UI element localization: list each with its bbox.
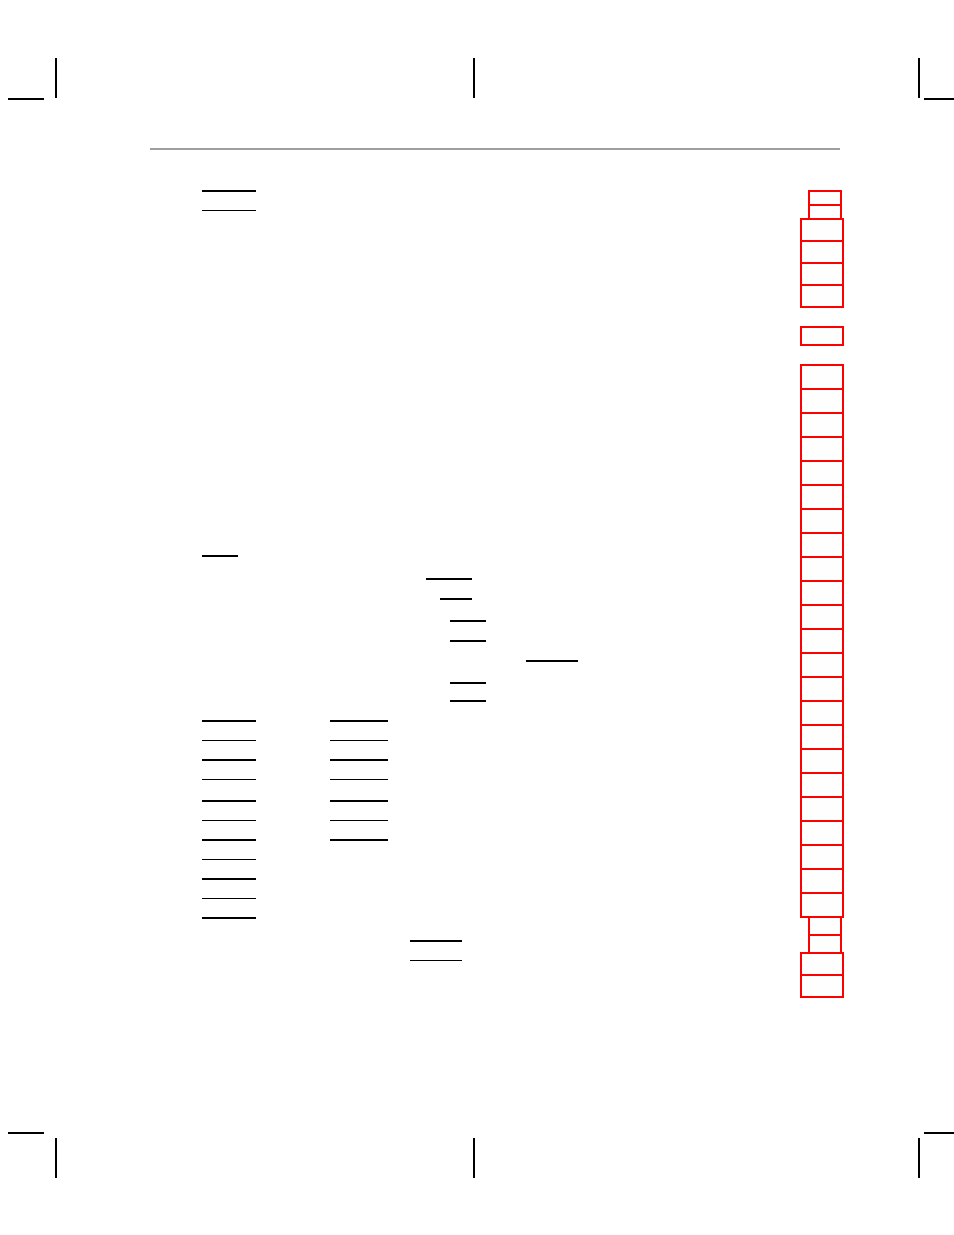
underline <box>202 917 256 919</box>
underline <box>450 682 486 684</box>
red-box <box>800 326 844 346</box>
red-box <box>800 412 844 438</box>
red-box <box>808 916 842 936</box>
underline <box>202 898 256 900</box>
underline <box>202 190 256 192</box>
underline <box>330 779 388 781</box>
underline-group <box>450 700 486 720</box>
header-rule <box>150 148 840 150</box>
crop-mark <box>918 1138 920 1178</box>
underline <box>330 820 388 822</box>
underline <box>202 759 256 761</box>
red-box <box>800 772 844 798</box>
crop-mark <box>55 58 57 98</box>
underline <box>202 859 256 861</box>
crop-mark <box>473 1138 475 1178</box>
red-box <box>808 934 842 954</box>
underline <box>202 210 256 212</box>
underline-group <box>450 640 486 660</box>
underline <box>330 720 388 722</box>
underline <box>526 660 578 662</box>
red-box <box>800 240 844 264</box>
underline <box>450 640 486 642</box>
red-box <box>800 892 844 918</box>
underline <box>202 720 256 722</box>
page-root <box>0 0 954 1235</box>
underline <box>330 839 388 841</box>
underline <box>330 740 388 742</box>
red-box <box>800 460 844 486</box>
underline <box>202 878 256 880</box>
underline <box>330 800 388 802</box>
underline <box>202 839 256 841</box>
underline <box>202 555 238 557</box>
red-box <box>800 388 844 414</box>
crop-mark <box>473 58 475 98</box>
red-box <box>800 436 844 462</box>
crop-mark <box>55 1138 57 1178</box>
underline <box>202 779 256 781</box>
underline <box>330 759 388 761</box>
red-box <box>800 748 844 774</box>
red-box <box>800 284 844 308</box>
underline-group <box>450 620 486 640</box>
red-box <box>800 628 844 654</box>
underline-group <box>330 800 388 859</box>
red-box <box>800 952 844 976</box>
crop-mark <box>924 1132 954 1134</box>
underline-group <box>330 720 388 798</box>
red-box <box>800 676 844 702</box>
red-box <box>800 844 844 870</box>
underline <box>202 740 256 742</box>
underline <box>426 578 472 580</box>
red-box <box>800 262 844 286</box>
underline-group <box>426 578 472 598</box>
crop-mark <box>8 1132 44 1134</box>
underline-group <box>202 555 238 575</box>
underline-group <box>526 660 578 680</box>
red-box <box>800 604 844 630</box>
underline <box>410 960 462 962</box>
red-box <box>800 580 844 606</box>
red-box <box>800 974 844 998</box>
red-box <box>800 218 844 242</box>
underline <box>410 940 462 942</box>
red-box <box>800 484 844 510</box>
underline-group <box>202 720 256 798</box>
crop-mark <box>924 98 954 100</box>
red-box <box>800 820 844 846</box>
crop-mark <box>8 98 44 100</box>
underline-group <box>440 598 472 618</box>
crop-mark <box>918 58 920 98</box>
underline <box>440 598 472 600</box>
underline <box>450 700 486 702</box>
underline <box>202 820 256 822</box>
red-box <box>800 508 844 534</box>
red-box <box>800 556 844 582</box>
red-box <box>800 724 844 750</box>
red-box <box>800 796 844 822</box>
underline-group <box>410 940 462 979</box>
underline-group <box>202 190 256 229</box>
red-box <box>800 364 844 390</box>
underline-group <box>202 800 256 878</box>
underline-group <box>202 878 256 937</box>
underline <box>202 800 256 802</box>
red-box <box>800 868 844 894</box>
underline-group <box>450 682 486 702</box>
red-box <box>800 532 844 558</box>
red-box <box>800 700 844 726</box>
underline <box>450 620 486 622</box>
red-box <box>800 652 844 678</box>
